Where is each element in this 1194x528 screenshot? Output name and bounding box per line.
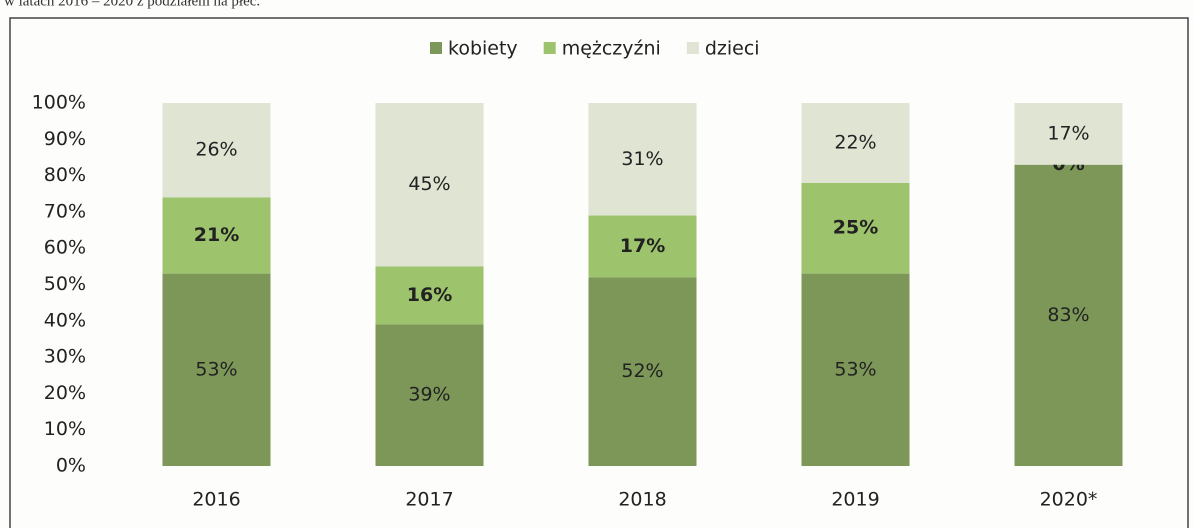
value-label: 16% — [407, 284, 452, 306]
bar-segment — [375, 266, 484, 325]
value-label: 22% — [834, 131, 876, 153]
legend-label: dzieci — [705, 38, 760, 60]
bar-segment — [588, 277, 697, 466]
x-tick-label: 2016 — [192, 489, 240, 511]
y-tick-label: 100% — [32, 92, 86, 114]
value-label: 52% — [621, 360, 663, 382]
value-label: 21% — [194, 224, 239, 246]
bar-segment — [801, 103, 910, 183]
bar-segment — [162, 273, 271, 466]
legend-swatch — [430, 42, 442, 54]
y-tick-label: 90% — [44, 128, 86, 150]
bar-segment — [588, 103, 697, 216]
x-tick-label: 2019 — [831, 489, 879, 511]
y-tick-label: 10% — [44, 418, 86, 440]
legend-label: mężczyźni — [562, 38, 661, 60]
value-label: 26% — [195, 139, 237, 161]
bar-segment — [162, 197, 271, 274]
value-label: 25% — [833, 217, 878, 239]
y-tick-label: 0% — [56, 455, 86, 477]
y-tick-label: 50% — [44, 273, 86, 295]
legend-swatch — [686, 42, 699, 54]
value-label: 53% — [834, 358, 876, 380]
y-tick-label: 30% — [44, 346, 86, 368]
value-label: 45% — [408, 173, 450, 195]
bar-segment — [375, 103, 484, 267]
bar-segment — [1014, 103, 1123, 165]
caption: w latach 2016 – 2020 z podziałem na płeć… — [4, 0, 260, 9]
bar-segment — [801, 273, 910, 466]
bar-segment — [588, 215, 697, 278]
bar-segment — [375, 324, 484, 466]
value-label: 53% — [195, 358, 237, 380]
value-label: 83% — [1047, 304, 1089, 326]
y-tick-label: 60% — [44, 237, 86, 259]
y-tick-label: 40% — [44, 309, 86, 331]
y-tick-label: 70% — [44, 200, 86, 222]
chart-border — [9, 17, 1189, 528]
bar-segment — [1014, 164, 1123, 466]
value-label: 17% — [1047, 122, 1089, 144]
legend-label: kobiety — [448, 38, 518, 60]
x-tick-label: 2020* — [1040, 489, 1098, 511]
x-tick-label: 2018 — [618, 489, 666, 511]
bar-segment — [801, 182, 910, 274]
value-label: 39% — [408, 384, 450, 406]
y-tick-label: 80% — [44, 164, 86, 186]
y-tick-label: 20% — [44, 382, 86, 404]
bar-segment — [162, 103, 271, 198]
value-label: 31% — [621, 148, 663, 170]
legend-swatch — [543, 42, 556, 54]
x-tick-label: 2017 — [405, 489, 453, 511]
value-label: 17% — [620, 235, 665, 257]
